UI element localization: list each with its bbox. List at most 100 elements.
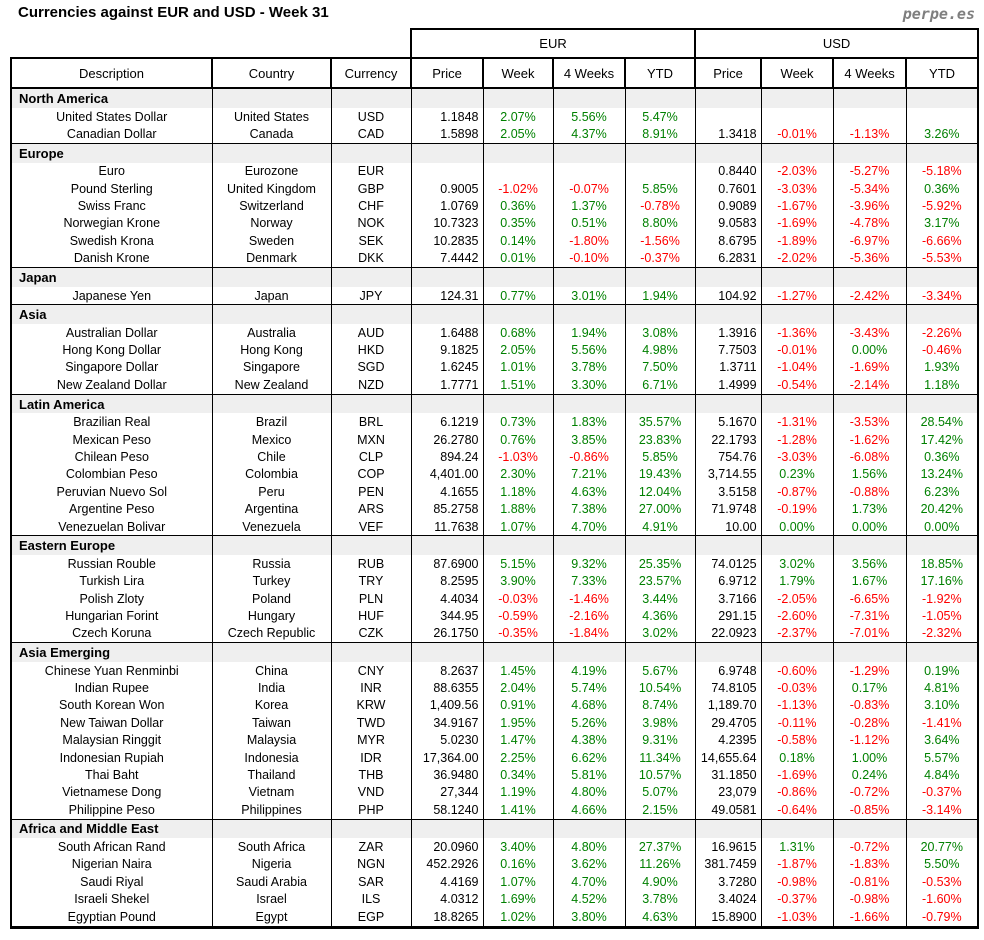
country-cell: Philippines (211, 801, 332, 820)
week-cell: 2.30% (482, 465, 554, 484)
price-cell: 4.0312 (410, 890, 484, 908)
price-cell: 31.1850 (694, 766, 762, 784)
section-cell (694, 87, 762, 108)
price-cell: 4.4034 (410, 589, 484, 608)
section-cell (760, 642, 834, 662)
currency-cell: ILS (330, 890, 412, 908)
section-cell (410, 642, 484, 662)
price-cell: 20.0960 (410, 838, 484, 856)
ytd-cell (624, 162, 696, 180)
price-cell: 16.9615 (694, 838, 762, 856)
price-cell: 1.1848 (410, 107, 484, 126)
price-cell: 23,079 (694, 783, 762, 802)
week-cell: 1.88% (482, 500, 554, 518)
week-cell: -3.03% (760, 179, 834, 198)
section-cell (482, 642, 554, 662)
section-cell (211, 818, 332, 839)
section-cell (760, 535, 834, 556)
country-cell: Turkey (211, 572, 332, 590)
week-cell: 1.79% (760, 572, 834, 590)
four-weeks-cell: -0.72% (832, 783, 907, 802)
four-weeks-cell: -3.96% (832, 197, 907, 215)
price-cell: 6.2831 (694, 249, 762, 268)
price-cell: 15.8900 (694, 907, 762, 929)
price-cell: 74.0125 (694, 555, 762, 573)
price-cell: 7.7503 (694, 341, 762, 359)
usd-group-header: USD (694, 28, 980, 59)
section-cell (832, 535, 907, 556)
four-weeks-cell: -1.46% (552, 589, 626, 608)
week-cell: -0.86% (760, 783, 834, 802)
four-weeks-cell: -0.10% (552, 249, 626, 268)
country-cell: Australia (211, 324, 332, 342)
column-header-usd-week: Week (760, 57, 835, 89)
four-weeks-cell (832, 107, 907, 126)
price-cell: 14,655.64 (694, 748, 762, 767)
price-cell: 10.7323 (410, 214, 484, 233)
week-cell: 2.04% (482, 679, 554, 697)
section-cell (552, 818, 626, 839)
price-cell: 344.95 (410, 607, 484, 625)
ytd-cell: 18.85% (905, 555, 980, 573)
week-cell: -0.64% (760, 801, 834, 820)
currency-row: New Zealand Dollar New Zealand NZD 1.7771 1.… (10, 376, 980, 395)
section-row: Asia (10, 304, 980, 325)
currency-cell: MXN (330, 430, 412, 449)
currency-row: Indonesian Rupiah Indonesia IDR 17,364.00 2.… (10, 748, 980, 767)
four-weeks-cell: -2.42% (832, 286, 907, 305)
ytd-cell: 4.63% (624, 907, 696, 929)
four-weeks-cell: 4.63% (552, 483, 626, 501)
section-cell (624, 535, 696, 556)
country-cell: Denmark (211, 249, 332, 268)
section-cell (624, 142, 696, 163)
price-cell: 104.92 (694, 286, 762, 305)
price-cell: 26.2780 (410, 430, 484, 449)
description-cell: Czech Koruna (10, 624, 213, 643)
group-header-row: EUR USD (11, 28, 980, 59)
week-cell: 1.07% (482, 517, 554, 536)
week-cell: -0.35% (482, 624, 554, 643)
currency-row: Hong Kong Dollar Hong Kong HKD 9.1825 2.05% 5… (10, 341, 980, 359)
column-header-eur-week: Week (482, 57, 555, 89)
section-cell (694, 393, 762, 414)
ytd-cell: 6.71% (624, 376, 696, 395)
four-weeks-cell: 7.21% (552, 465, 626, 484)
section-cell (330, 393, 412, 414)
currency-row: Egyptian Pound Egypt EGP 18.8265 1.02% 3.80% 4… (10, 907, 980, 929)
currency-row: Danish Krone Denmark DKK 7.4442 0.01% -0.10% -… (10, 249, 980, 268)
country-cell: Saudi Arabia (211, 873, 332, 891)
price-cell: 4.1655 (410, 483, 484, 501)
section-row: Eastern Europe (10, 535, 980, 556)
currency-row: Turkish Lira Turkey TRY 8.2595 3.90% 7.33% 23.… (10, 572, 980, 590)
four-weeks-cell: 5.74% (552, 679, 626, 697)
description-cell: Brazilian Real (10, 413, 213, 431)
week-cell: -0.03% (760, 679, 834, 697)
country-cell: Norway (211, 214, 332, 233)
ytd-cell: -5.18% (905, 162, 980, 180)
week-cell: -2.03% (760, 162, 834, 180)
section-row: Europe (10, 142, 980, 163)
section-cell (905, 304, 980, 325)
section-label: North America (10, 87, 213, 108)
column-header-country: Country (211, 57, 332, 89)
ytd-cell: 1.93% (905, 358, 980, 377)
section-cell (482, 818, 554, 839)
section-cell (330, 142, 412, 163)
four-weeks-cell: 9.32% (552, 555, 626, 573)
ytd-cell: -1.05% (905, 607, 980, 625)
description-cell: Turkish Lira (10, 572, 213, 590)
price-cell: 0.9089 (694, 197, 762, 215)
price-cell: 6.9748 (694, 661, 762, 680)
ytd-cell: 4.36% (624, 607, 696, 625)
week-cell: 1.51% (482, 376, 554, 395)
currency-cell: NZD (330, 376, 412, 395)
country-cell: Poland (211, 589, 332, 608)
price-cell: 3.4024 (694, 890, 762, 908)
price-cell: 10.2835 (410, 232, 484, 250)
price-cell: 17,364.00 (410, 748, 484, 767)
section-cell (694, 642, 762, 662)
currency-row: Japanese Yen Japan JPY 124.31 0.77% 3.01% 1.94… (10, 286, 980, 305)
price-cell: 29.4705 (694, 714, 762, 732)
description-cell: Egyptian Pound (10, 907, 213, 929)
